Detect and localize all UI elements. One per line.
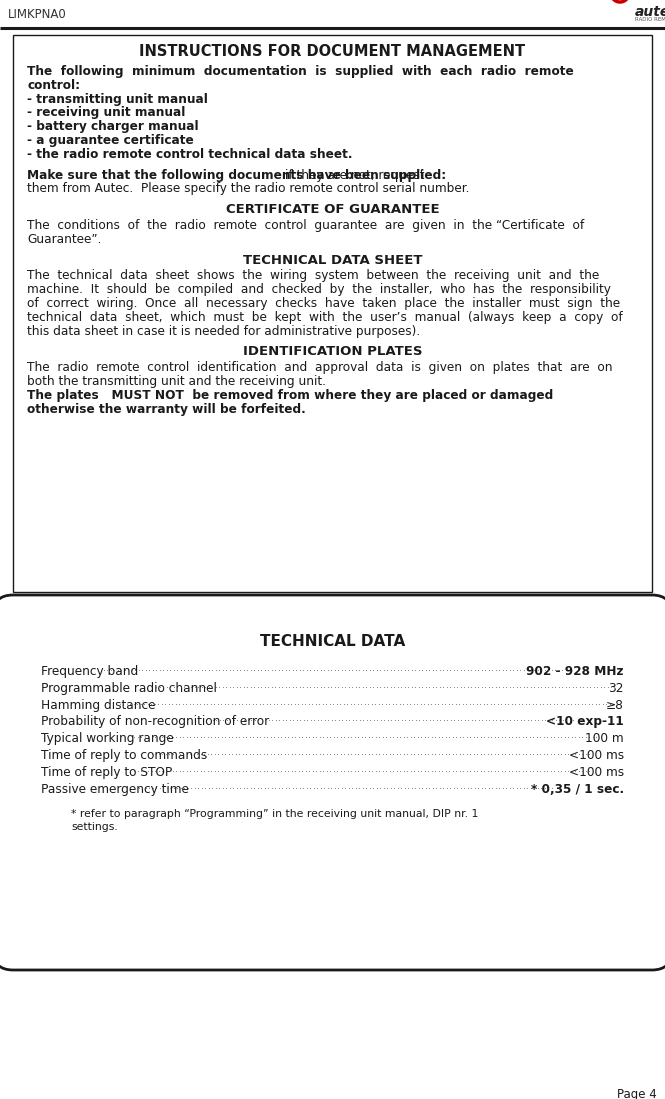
Text: Time of reply to commands: Time of reply to commands — [41, 750, 207, 762]
Text: * refer to paragraph “Programming” in the receiving unit manual, DIP nr. 1: * refer to paragraph “Programming” in th… — [71, 809, 478, 820]
Text: 32: 32 — [608, 681, 624, 695]
Text: of  correct  wiring.  Once  all  necessary  checks  have  taken  place  the  ins: of correct wiring. Once all necessary ch… — [27, 297, 620, 310]
Text: autec: autec — [635, 5, 665, 19]
Text: Time of reply to STOP: Time of reply to STOP — [41, 766, 172, 779]
Text: <10 exp-11: <10 exp-11 — [546, 715, 624, 729]
Text: otherwise the warranty will be forfeited.: otherwise the warranty will be forfeited… — [27, 402, 306, 415]
Text: - the radio remote control technical data sheet.: - the radio remote control technical dat… — [27, 147, 352, 160]
Text: Hamming distance: Hamming distance — [41, 699, 156, 711]
Text: technical  data  sheet,  which  must  be  kept  with  the  user’s  manual  (alwa: technical data sheet, which must be kept… — [27, 311, 622, 324]
Text: settings.: settings. — [71, 822, 118, 832]
Text: - a guarantee certificate: - a guarantee certificate — [27, 134, 194, 147]
Text: The  technical  data  sheet  shows  the  wiring  system  between  the  receiving: The technical data sheet shows the wirin… — [27, 269, 599, 282]
Text: ≥8: ≥8 — [606, 699, 624, 711]
Text: Typical working range: Typical working range — [41, 732, 174, 745]
Text: TECHNICAL DATA: TECHNICAL DATA — [260, 633, 405, 648]
Text: TECHNICAL DATA SHEET: TECHNICAL DATA SHEET — [243, 254, 422, 267]
FancyBboxPatch shape — [0, 595, 665, 970]
Text: CERTIFICATE OF GUARANTEE: CERTIFICATE OF GUARANTEE — [225, 203, 440, 217]
Text: Guarantee”.: Guarantee”. — [27, 233, 101, 246]
Text: Frequency band: Frequency band — [41, 665, 138, 678]
Text: IDENTIFICATION PLATES: IDENTIFICATION PLATES — [243, 345, 422, 358]
Text: if they are not, request: if they are not, request — [281, 168, 425, 181]
Text: The plates   MUST NOT  be removed from where they are placed or damaged: The plates MUST NOT be removed from wher… — [27, 389, 553, 402]
Text: Make sure that the following documents have been supplied:: Make sure that the following documents h… — [27, 168, 446, 181]
Text: The  following  minimum  documentation  is  supplied  with  each  radio  remote: The following minimum documentation is s… — [27, 65, 574, 78]
Text: The  conditions  of  the  radio  remote  control  guarantee  are  given  in  the: The conditions of the radio remote contr… — [27, 219, 585, 232]
Text: - battery charger manual: - battery charger manual — [27, 120, 199, 133]
Text: Programmable radio channel: Programmable radio channel — [41, 681, 217, 695]
Text: The  radio  remote  control  identification  and  approval  data  is  given  on : The radio remote control identification … — [27, 362, 612, 374]
FancyBboxPatch shape — [13, 35, 652, 592]
Text: Page 4: Page 4 — [617, 1088, 657, 1099]
Text: Probability of non-recognition of error: Probability of non-recognition of error — [41, 715, 269, 729]
Text: both the transmitting unit and the receiving unit.: both the transmitting unit and the recei… — [27, 375, 326, 388]
Text: - transmitting unit manual: - transmitting unit manual — [27, 92, 208, 106]
Text: <100 ms: <100 ms — [569, 750, 624, 762]
Text: RADIO REMOTE CONTROL: RADIO REMOTE CONTROL — [635, 16, 665, 22]
Text: LIMKPNA0: LIMKPNA0 — [8, 8, 66, 21]
Text: <100 ms: <100 ms — [569, 766, 624, 779]
Text: control:: control: — [27, 79, 80, 92]
Text: INSTRUCTIONS FOR DOCUMENT MANAGEMENT: INSTRUCTIONS FOR DOCUMENT MANAGEMENT — [140, 44, 525, 58]
Text: machine.  It  should  be  compiled  and  checked  by  the  installer,  who  has : machine. It should be compiled and check… — [27, 284, 611, 297]
Text: - receiving unit manual: - receiving unit manual — [27, 107, 186, 120]
Text: Passive emergency time: Passive emergency time — [41, 782, 189, 796]
Text: 902 - 928 MHz: 902 - 928 MHz — [527, 665, 624, 678]
Text: them from Autec.  Please specify the radio remote control serial number.: them from Autec. Please specify the radi… — [27, 182, 469, 196]
Text: 100 m: 100 m — [585, 732, 624, 745]
Text: * 0,35 / 1 sec.: * 0,35 / 1 sec. — [531, 782, 624, 796]
Text: this data sheet in case it is needed for administrative purposes).: this data sheet in case it is needed for… — [27, 324, 420, 337]
